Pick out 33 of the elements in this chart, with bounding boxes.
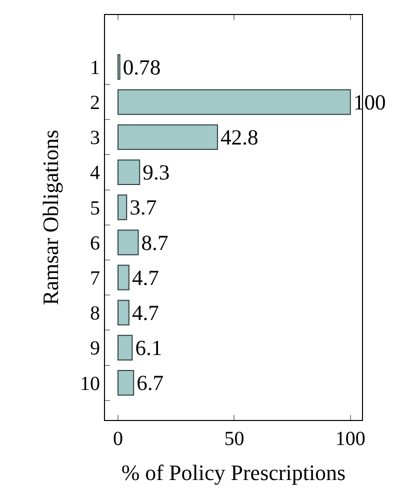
y-tick-label: 2 [90,92,100,114]
data-label: 3.7 [130,196,157,220]
bar [118,230,139,256]
data-label: 4.7 [132,300,160,325]
x-tick-label: 100 [335,428,366,450]
x-tick-label: 0 [113,428,124,450]
x-axis-title: % of Policy Prescriptions [121,460,346,485]
data-label: 6.7 [136,371,164,396]
y-tick-label: 9 [90,338,100,360]
y-tick-label: 6 [90,232,100,254]
bar [118,89,351,115]
y-tick-label: 3 [90,127,100,150]
bar [118,124,218,150]
bar [118,370,134,396]
y-tick-label: 1 [90,56,100,79]
data-label: 4.7 [132,266,160,290]
y-tick-label: 8 [90,302,100,325]
bar [118,159,140,186]
y-tick-label: 10 [80,372,100,395]
y-tick-label: 4 [90,162,100,184]
data-label: 6.1 [135,336,162,360]
y-tick-label: 5 [90,197,100,220]
bar [118,334,133,360]
data-label: 0.78 [122,55,161,80]
data-label: 9.3 [142,160,170,185]
x-tick-label: 50 [224,428,244,450]
bar [118,300,130,326]
bar [118,194,128,220]
y-tick-label: 7 [90,268,100,290]
y-axis-title: Ramsar Obligations [38,130,63,306]
data-label: 8.7 [141,230,168,255]
bar [118,264,130,290]
data-label: 42.8 [220,126,258,150]
